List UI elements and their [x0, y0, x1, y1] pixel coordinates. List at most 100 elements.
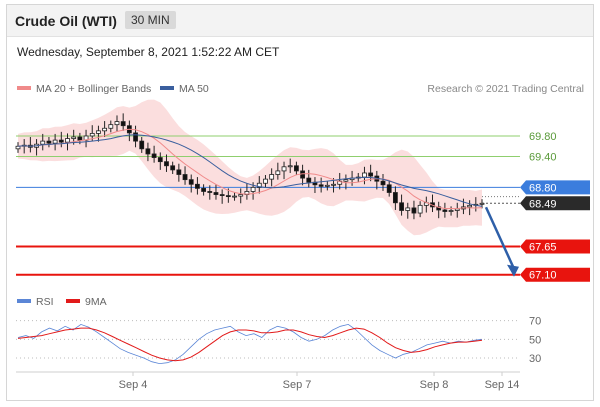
widget-header: Crude Oil (WTI) 30 MIN	[7, 5, 593, 37]
rsi-level-label-30: 30	[529, 353, 541, 365]
candle-body	[263, 178, 268, 184]
rsi-ma-line	[17, 327, 483, 362]
bollinger-band	[18, 99, 482, 236]
x-tick-label: Sep 4	[119, 379, 148, 391]
level-label-69.40: 69.40	[529, 152, 557, 164]
ma20-line	[17, 128, 483, 210]
candle-body	[195, 183, 200, 189]
ma20-legend-swatch	[17, 86, 31, 90]
candle-body	[133, 132, 138, 142]
rsi-line	[17, 323, 483, 365]
candle-body	[120, 121, 126, 127]
level-label-67.65: 67.65	[529, 241, 557, 253]
forecast-arrow-shaft	[484, 206, 516, 270]
level-tag-67.10	[520, 267, 590, 282]
ma50-legend-swatch	[160, 86, 174, 90]
candle-body	[343, 179, 349, 182]
ma20-legend-label: MA 20 + Bollinger Bands	[36, 83, 151, 95]
candle-body	[207, 191, 213, 193]
candle-body	[219, 194, 225, 196]
rsi-legend-label: RSI	[36, 296, 54, 308]
candle-body	[139, 140, 145, 150]
candle-body	[275, 170, 281, 175]
candle-body	[380, 180, 386, 186]
candle-body	[399, 202, 404, 211]
candle-body	[411, 207, 417, 214]
candle-body	[65, 138, 70, 143]
candle-body	[201, 187, 207, 192]
candle-body	[392, 192, 398, 204]
candle-body	[176, 169, 182, 175]
candle-body	[182, 174, 188, 181]
rsi-layer: 70 50 30	[16, 316, 541, 365]
level-label-67.10: 67.10	[529, 270, 557, 282]
ma9-legend-label: 9MA	[85, 296, 107, 308]
candle-body	[71, 136, 77, 139]
candle-body	[145, 148, 151, 155]
timestamp: Wednesday, September 8, 2021 1:52:22 AM …	[17, 45, 280, 59]
candle-body	[324, 184, 330, 187]
candle-body	[306, 177, 312, 183]
candle-body	[250, 186, 256, 192]
candle-body	[269, 174, 275, 180]
candle-body	[151, 153, 157, 158]
candle-body	[300, 170, 305, 179]
copyright-text: Research © 2021 Trading Central	[427, 83, 584, 95]
candle-body	[417, 204, 423, 214]
candle-body	[442, 209, 448, 212]
candle-body	[448, 210, 454, 212]
price-layer: 69.80 69.40 68.80 68.49 67.65 67.10	[15, 99, 590, 282]
x-tick-label: Sep 8	[420, 379, 449, 391]
chart-widget: Crude Oil (WTI) 30 MIN Wednesday, Septem…	[6, 4, 594, 401]
candle-body	[213, 192, 219, 195]
candle-body	[467, 204, 473, 208]
level-label-68.49: 68.49	[529, 198, 557, 210]
level-tag-68.80	[520, 180, 590, 195]
level-tag-68.49	[520, 196, 590, 211]
candle-body	[479, 202, 485, 205]
candle-body	[96, 130, 101, 134]
candle-body	[331, 183, 336, 186]
level-tag-67.65	[520, 239, 590, 254]
candle-body	[40, 140, 46, 145]
ma9-legend-swatch	[66, 299, 80, 303]
candle-body	[368, 172, 374, 177]
timeframe-badge[interactable]: 30 MIN	[125, 11, 176, 29]
x-tick-label: Sep 7	[283, 379, 312, 391]
candle-body	[256, 182, 262, 188]
candle-body	[114, 121, 120, 126]
rsi-level-label-50: 50	[529, 334, 541, 346]
candle-body	[77, 136, 83, 141]
candle-body	[102, 127, 108, 132]
candle-body	[238, 194, 244, 197]
candle-body	[170, 165, 176, 171]
candle-body	[225, 195, 231, 198]
ma50-legend-label: MA 50	[179, 83, 209, 95]
level-label-69.80: 69.80	[529, 131, 557, 143]
candle-body	[157, 157, 163, 163]
candle-body	[454, 208, 460, 211]
candle-body	[52, 139, 58, 144]
x-tick-label: Sep 14	[485, 379, 520, 391]
candle-body	[46, 140, 52, 144]
candle-body	[188, 179, 194, 185]
candle-body	[232, 195, 237, 198]
rsi-legend-swatch	[17, 299, 31, 303]
candle-body	[405, 207, 411, 211]
candle-body	[318, 184, 324, 187]
candle-body	[362, 172, 367, 178]
candle-body	[164, 161, 169, 167]
forecast-arrow-head	[507, 264, 519, 277]
x-axis: Sep 4 Sep 7 Sep 8 Sep 14	[119, 372, 520, 391]
level-label-68.80: 68.80	[529, 182, 557, 194]
candle-body	[58, 139, 64, 143]
candle-body	[386, 184, 392, 193]
rsi-level-label-70: 70	[529, 316, 541, 328]
candle-body	[293, 165, 299, 172]
candle-body	[281, 166, 287, 172]
candle-body	[287, 165, 293, 168]
candle-body	[89, 133, 95, 137]
instrument-title: Crude Oil (WTI)	[15, 13, 117, 29]
candle-body	[108, 124, 114, 129]
